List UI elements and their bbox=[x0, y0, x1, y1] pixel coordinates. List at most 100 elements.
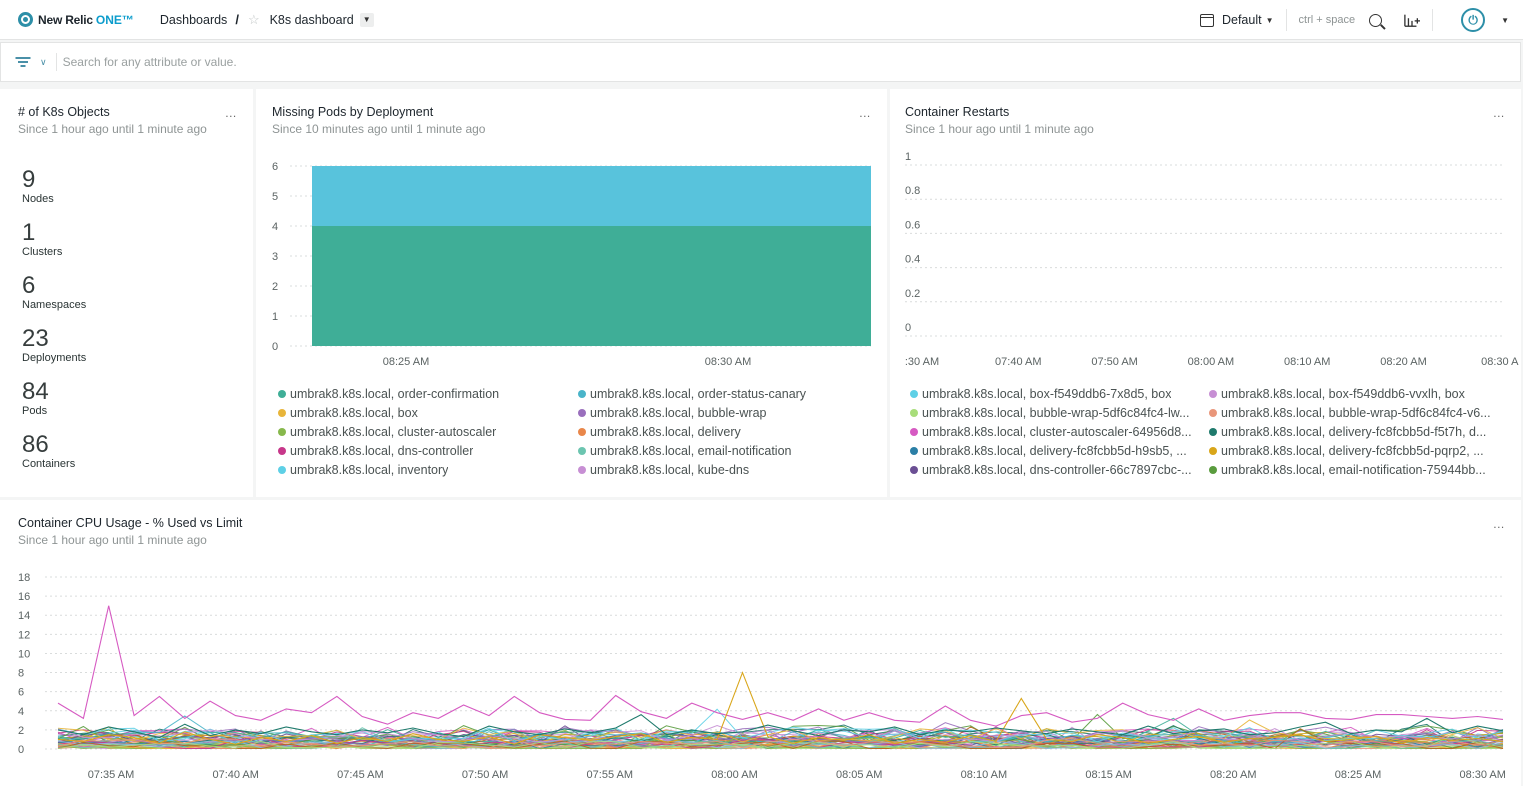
dashboard-menu-chevron-down-icon[interactable]: ▼ bbox=[359, 12, 374, 27]
x-tick-label: 08:30 AM bbox=[1459, 769, 1505, 781]
legend-label: umbrak8.k8s.local, box-f549ddb6-vvxlh, b… bbox=[1221, 387, 1465, 401]
widget-subtitle: Since 1 hour ago until 1 minute ago bbox=[18, 533, 207, 547]
widget-menu-button[interactable]: ... bbox=[1493, 106, 1505, 120]
breadcrumb-dashboards-link[interactable]: Dashboards bbox=[159, 12, 228, 27]
favorite-star-icon[interactable]: ☆ bbox=[247, 11, 260, 27]
legend-item[interactable]: umbrak8.k8s.local, email-notification bbox=[578, 444, 868, 458]
billboard-label: Namespaces bbox=[22, 299, 87, 311]
chart-legend: umbrak8.k8s.local, order-confirmation umb… bbox=[278, 387, 878, 487]
divider bbox=[1432, 9, 1434, 31]
search-icon[interactable] bbox=[1369, 13, 1383, 27]
widget-menu-button[interactable]: ... bbox=[1493, 517, 1505, 531]
widget-subtitle: Since 1 hour ago until 1 minute ago bbox=[18, 122, 207, 136]
widget-subtitle: Since 10 minutes ago until 1 minute ago bbox=[272, 122, 486, 136]
y-tick-label: 8 bbox=[18, 668, 24, 680]
time-picker-chevron-down-icon[interactable]: ▼ bbox=[1265, 15, 1274, 25]
y-tick-label: 2 bbox=[18, 725, 24, 737]
legend-item[interactable]: umbrak8.k8s.local, cluster-autoscaler bbox=[278, 425, 568, 439]
legend-label: umbrak8.k8s.local, dns-controller-66c789… bbox=[922, 463, 1192, 477]
container-restarts-line-chart: 0 0.2 0.4 0.6 0.8 1:30 AM 07:40 AM 07:50 AM 08:0… bbox=[905, 151, 1519, 368]
user-avatar-power-icon[interactable]: ⏻ bbox=[1461, 8, 1486, 32]
cpu-usage-widget: Container CPU Usage - % Used vs Limit Si… bbox=[0, 500, 1521, 786]
search-shortcut-hint: ctrl + space bbox=[1298, 14, 1356, 26]
x-tick-label: 08:00 AM bbox=[711, 769, 757, 781]
widget-menu-button[interactable]: ... bbox=[859, 106, 871, 120]
legend-item[interactable]: umbrak8.k8s.local, delivery bbox=[578, 425, 868, 439]
legend-item[interactable]: umbrak8.k8s.local, inventory bbox=[278, 463, 568, 477]
new-relic-logo-icon bbox=[18, 12, 33, 27]
y-tick-label: 12 bbox=[18, 629, 30, 641]
legend-item[interactable]: umbrak8.k8s.local, box-f549ddb6-7x8d5, b… bbox=[910, 387, 1202, 401]
legend-item[interactable]: umbrak8.k8s.local, delivery-fc8fcbb5d-h9… bbox=[910, 444, 1202, 458]
legend-label: umbrak8.k8s.local, delivery-fc8fcbb5d-h9… bbox=[922, 444, 1187, 458]
legend-item[interactable]: umbrak8.k8s.local, kube-dns bbox=[578, 463, 868, 477]
divider bbox=[55, 53, 57, 71]
x-tick-label: 08:20 AM bbox=[1380, 356, 1426, 368]
legend-color-swatch bbox=[1209, 428, 1217, 436]
filter-chevron-down-icon[interactable]: ∨ bbox=[40, 56, 47, 67]
filter-icon[interactable] bbox=[15, 57, 30, 67]
area-series[interactable] bbox=[312, 166, 871, 226]
legend-label: umbrak8.k8s.local, cluster-autoscaler bbox=[290, 425, 497, 439]
legend-item[interactable]: umbrak8.k8s.local, bubble-wrap-5df6c84fc… bbox=[1209, 406, 1501, 420]
user-menu-chevron-down-icon[interactable]: ▼ bbox=[1501, 15, 1509, 25]
legend-color-swatch bbox=[1209, 466, 1217, 474]
cpu-series-line[interactable] bbox=[57, 671, 1504, 745]
widget-title: Container CPU Usage - % Used vs Limit bbox=[18, 516, 243, 530]
legend-item[interactable]: umbrak8.k8s.local, box-f549ddb6-vvxlh, b… bbox=[1209, 387, 1501, 401]
cpu-series-line[interactable] bbox=[57, 713, 1504, 739]
legend-item[interactable]: umbrak8.k8s.local, delivery-fc8fcbb5d-pq… bbox=[1209, 444, 1501, 458]
x-tick-label: 08:20 AM bbox=[1210, 769, 1256, 781]
calendar-icon[interactable] bbox=[1199, 13, 1214, 27]
y-tick-label: 10 bbox=[18, 648, 30, 660]
chart-legend: umbrak8.k8s.local, box-f549ddb6-7x8d5, b… bbox=[910, 387, 1510, 487]
add-chart-icon[interactable] bbox=[1404, 12, 1421, 28]
new-relic-logo[interactable]: New Relic ONE™ bbox=[18, 12, 134, 27]
area-series[interactable] bbox=[312, 226, 871, 346]
x-tick-label: :30 AM bbox=[905, 356, 939, 368]
x-tick-label: 08:15 AM bbox=[1085, 769, 1131, 781]
legend-item[interactable]: umbrak8.k8s.local, order-status-canary bbox=[578, 387, 868, 401]
x-tick-label: 07:45 AM bbox=[337, 769, 383, 781]
x-tick-label: 08:10 AM bbox=[961, 769, 1007, 781]
legend-item[interactable]: umbrak8.k8s.local, bubble-wrap bbox=[578, 406, 868, 420]
legend-color-swatch bbox=[910, 409, 918, 417]
cpu-series-line[interactable] bbox=[57, 734, 1504, 750]
container-restarts-widget: Container Restarts Since 1 hour ago unti… bbox=[890, 89, 1521, 497]
legend-item[interactable]: umbrak8.k8s.local, cluster-autoscaler-64… bbox=[910, 425, 1202, 439]
y-tick-label: 3 bbox=[272, 251, 278, 263]
attribute-search-input[interactable] bbox=[62, 55, 1363, 69]
legend-color-swatch bbox=[278, 447, 286, 455]
legend-item[interactable]: umbrak8.k8s.local, dns-controller-66c789… bbox=[910, 463, 1202, 477]
legend-item[interactable]: umbrak8.k8s.local, order-confirmation bbox=[278, 387, 568, 401]
billboard-label: Pods bbox=[22, 405, 48, 417]
x-tick-label: 08:25 AM bbox=[1335, 769, 1381, 781]
time-picker-label[interactable]: Default bbox=[1221, 13, 1262, 27]
legend-item[interactable]: umbrak8.k8s.local, email-notification-75… bbox=[1209, 463, 1501, 477]
legend-item[interactable]: umbrak8.k8s.local, dns-controller bbox=[278, 444, 568, 458]
billboard-label: Deployments bbox=[22, 352, 87, 364]
legend-color-swatch bbox=[278, 428, 286, 436]
legend-color-swatch bbox=[910, 447, 918, 455]
widget-menu-button[interactable]: ... bbox=[225, 106, 237, 120]
cpu-series-line[interactable] bbox=[57, 737, 1504, 749]
y-tick-label: 0.8 bbox=[905, 185, 920, 197]
legend-color-swatch bbox=[910, 466, 918, 474]
legend-color-swatch bbox=[578, 466, 586, 474]
y-tick-label: 0 bbox=[272, 341, 278, 353]
y-tick-label: 1 bbox=[905, 151, 911, 163]
x-tick-label: 07:55 AM bbox=[587, 769, 633, 781]
legend-item[interactable]: umbrak8.k8s.local, bubble-wrap-5df6c84fc… bbox=[910, 406, 1202, 420]
legend-item[interactable]: umbrak8.k8s.local, delivery-fc8fcbb5d-f5… bbox=[1209, 425, 1501, 439]
x-tick-label: 07:50 AM bbox=[462, 769, 508, 781]
cpu-series-line[interactable] bbox=[57, 605, 1504, 727]
legend-label: umbrak8.k8s.local, delivery bbox=[590, 425, 741, 439]
legend-item[interactable]: umbrak8.k8s.local, box bbox=[278, 406, 568, 420]
cpu-series-line[interactable] bbox=[57, 719, 1504, 743]
billboard-pods: 84 Pods bbox=[22, 379, 49, 418]
billboard-nodes: 9 Nodes bbox=[22, 167, 54, 206]
billboard-value: 23 bbox=[22, 325, 49, 352]
k8s-objects-widget: # of K8s Objects Since 1 hour ago until … bbox=[0, 89, 253, 497]
widget-title: Missing Pods by Deployment bbox=[272, 105, 434, 119]
y-tick-label: 16 bbox=[18, 591, 30, 603]
